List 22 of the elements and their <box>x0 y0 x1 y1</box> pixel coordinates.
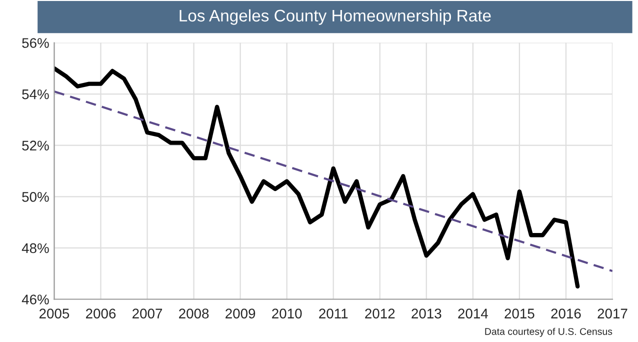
x-tick-label: 2017 <box>598 308 628 318</box>
y-tick-label: 46% <box>22 294 49 304</box>
chart-title: Los Angeles County Homeownership Rate <box>180 9 491 25</box>
x-tick-label: 2008 <box>179 308 209 318</box>
x-tick-label: 2012 <box>365 308 395 318</box>
y-tick-label: 48% <box>22 243 49 254</box>
line-series <box>54 66 580 289</box>
x-tick-label: 2009 <box>226 308 256 318</box>
y-tick-label: 52% <box>22 140 49 151</box>
x-tick-label: 2005 <box>39 308 70 318</box>
text: Data courtesy of U.S. Census <box>485 328 612 337</box>
x-tick-label: 2016 <box>551 308 581 318</box>
y-tick-label: 50% <box>22 192 49 202</box>
x-tick-label: 2010 <box>272 308 302 318</box>
x-tick-label: 2014 <box>458 308 488 318</box>
x-tick-label: 2011 <box>319 308 348 318</box>
x-tick-label: 2013 <box>412 308 442 318</box>
y-tick-label: 56% <box>22 38 49 48</box>
x-tick-label: 2007 <box>132 308 162 318</box>
x-tick-label: 2015 <box>504 308 534 318</box>
y-tick-label: 54% <box>22 89 49 100</box>
x-tick-label: 2006 <box>86 308 116 318</box>
